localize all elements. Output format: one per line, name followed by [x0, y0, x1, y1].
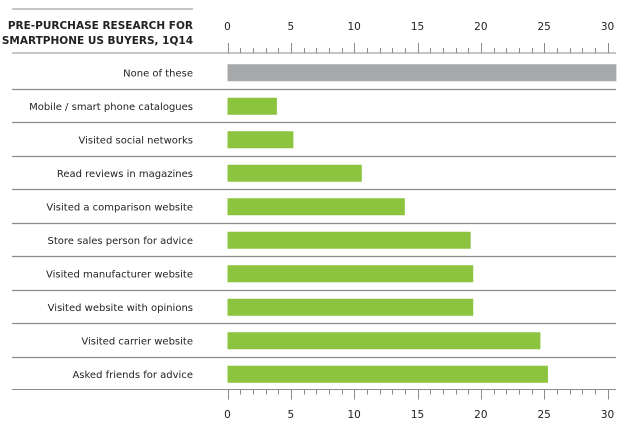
- bottom-x-axis: 0 5 10 15 20 25 30: [12, 389, 616, 421]
- bar-row: Visited social networks: [12, 131, 616, 158]
- category-label: Visited website with opinions: [48, 303, 193, 314]
- bar-rows: None of these Mobile / smart phone catalo…: [12, 64, 617, 383]
- bottom-tick-label: 30: [601, 409, 614, 421]
- category-label: Visited a comparison website: [46, 202, 193, 213]
- bar: [227, 64, 617, 82]
- bottom-tick-label: 0: [224, 409, 231, 421]
- top-tick-label: 0: [224, 21, 231, 33]
- bar-row: Visited a comparison website: [12, 198, 616, 225]
- bar-row: None of these: [12, 64, 617, 91]
- bar-row: Read reviews in magazines: [12, 164, 616, 191]
- category-label: None of these: [123, 68, 193, 79]
- bar-row: Asked friends for advice: [72, 365, 548, 383]
- chart-title-line-2: SMARTPHONE US BUYERS, 1Q14: [2, 35, 193, 47]
- top-x-axis: 0 5 10 15 20 25 30: [12, 21, 616, 54]
- category-label: Visited carrier website: [81, 336, 193, 347]
- bottom-tick-label: 10: [347, 409, 360, 421]
- bar: [227, 365, 548, 383]
- bar: [227, 97, 277, 115]
- bar: [227, 131, 294, 149]
- top-tick-label: 15: [411, 21, 424, 33]
- bottom-tick-label: 20: [474, 409, 487, 421]
- bottom-tick-label: 5: [287, 409, 294, 421]
- bar-row: Visited website with opinions: [12, 298, 616, 325]
- category-label: Store sales person for advice: [48, 236, 193, 247]
- bar: [227, 164, 362, 182]
- bar-row: Mobile / smart phone catalogues: [12, 97, 616, 124]
- category-label: Mobile / smart phone catalogues: [29, 102, 193, 113]
- top-tick-label: 30: [601, 21, 614, 33]
- top-tick-label: 10: [347, 21, 360, 33]
- bar: [227, 265, 474, 283]
- bar: [227, 298, 474, 316]
- category-label: Read reviews in magazines: [57, 169, 193, 180]
- top-tick-label: 5: [287, 21, 294, 33]
- bar-row: Visited manufacturer website: [12, 265, 616, 292]
- top-tick-label: 20: [474, 21, 487, 33]
- bar-row: Visited carrier website: [12, 332, 616, 359]
- chart-title-line-1: PRE-PURCHASE RESEARCH FOR: [8, 20, 193, 32]
- bar: [227, 332, 541, 350]
- bar-row: Store sales person for advice: [12, 231, 616, 258]
- bar: [227, 198, 405, 216]
- bar: [227, 231, 471, 249]
- top-tick-label: 25: [537, 21, 550, 33]
- category-label: Asked friends for advice: [72, 370, 193, 381]
- bottom-tick-label: 25: [537, 409, 550, 421]
- category-label: Visited manufacturer website: [46, 269, 193, 280]
- category-label: Visited social networks: [79, 135, 194, 146]
- bottom-tick-label: 15: [411, 409, 424, 421]
